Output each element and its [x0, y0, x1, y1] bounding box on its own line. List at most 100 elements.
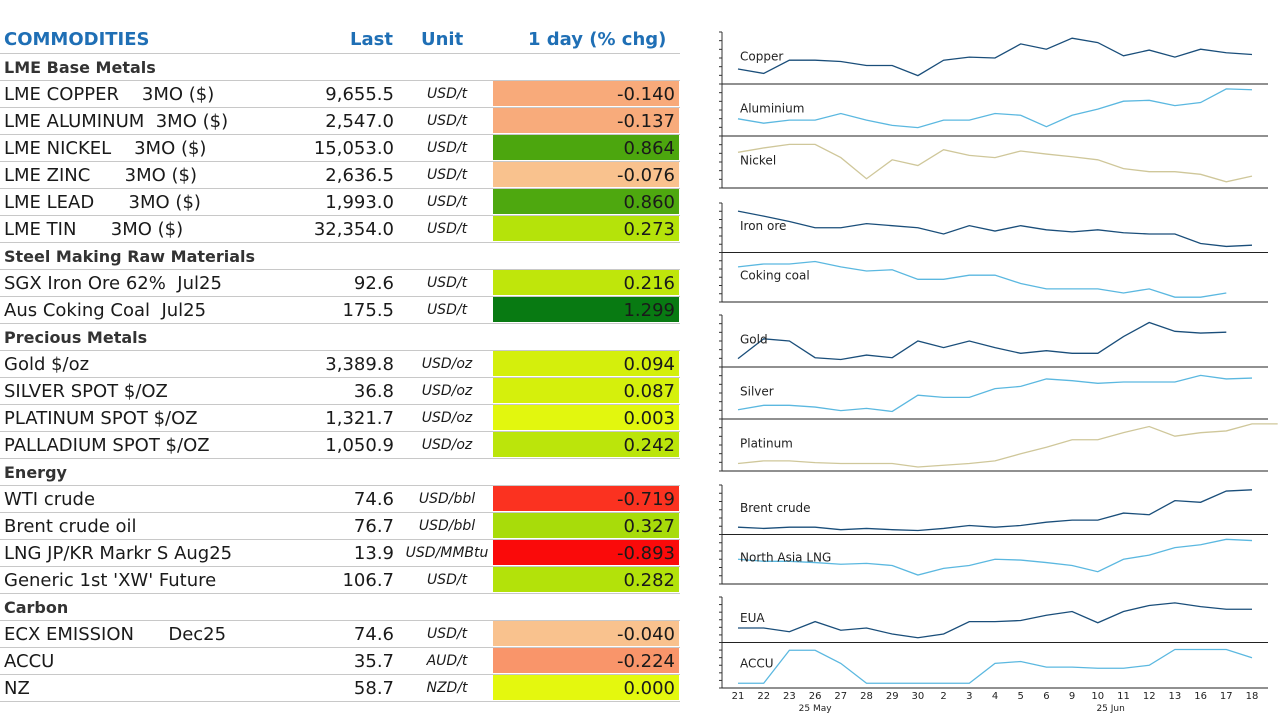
- series-label: Iron ore: [740, 219, 786, 233]
- unit: USD/oz: [421, 356, 473, 372]
- table-header: COMMODITIES Last Unit 1 day (% chg): [0, 27, 680, 54]
- month-label: 25 Jun: [1096, 704, 1124, 714]
- col-last: Last: [350, 29, 393, 50]
- change-cell: -0.140: [493, 81, 679, 106]
- commodity-name: ACCU: [4, 651, 55, 672]
- x-tick-label: 3: [966, 691, 972, 702]
- change-value: 0.864: [623, 138, 675, 159]
- col-unit: Unit: [421, 29, 464, 50]
- change-cell: -0.224: [493, 648, 679, 673]
- last-price: 15,053.0: [313, 138, 394, 159]
- series-line: [737, 37, 1253, 77]
- x-tick-label: 17: [1220, 691, 1233, 702]
- last-price: 2,636.5: [325, 165, 394, 186]
- change-value: 0.242: [623, 435, 675, 456]
- commodity-name: NZ: [4, 678, 30, 699]
- table-row: Generic 1st 'XW' Future 106.7 USD/t 0.282: [0, 567, 680, 594]
- series-line: [737, 143, 1253, 183]
- series-label: Copper: [740, 50, 783, 64]
- change-cell: 0.094: [493, 351, 679, 376]
- series-label: ACCU: [740, 657, 774, 671]
- commodity-name: Generic 1st 'XW' Future: [4, 570, 217, 591]
- table-row: LME COPPER 3MO ($) 9,655.5 USD/t -0.140: [0, 81, 680, 108]
- commodity-name: Gold $/oz: [4, 354, 90, 375]
- section-title: Precious Metals: [4, 328, 148, 347]
- change-cell: 0.860: [493, 189, 679, 214]
- table-row: WTI crude 74.6 USD/bbl -0.719: [0, 486, 680, 513]
- change-cell: 0.003: [493, 405, 679, 430]
- series-label: Aluminium: [740, 102, 804, 116]
- x-tick-label: 29: [886, 691, 899, 702]
- series-line: [737, 374, 1253, 413]
- table-row: SGX Iron Ore 62% Jul25 92.6 USD/t 0.216: [0, 270, 680, 297]
- unit: USD/t: [426, 302, 468, 318]
- commodity-name: PLATINUM SPOT $/OZ: [4, 408, 198, 429]
- unit: USD/t: [426, 626, 468, 642]
- series-label: EUA: [740, 611, 765, 625]
- unit: USD/t: [426, 113, 468, 129]
- change-value: 0.282: [623, 570, 675, 591]
- last-price: 1,050.9: [325, 435, 394, 456]
- series-line: [738, 648, 1253, 684]
- commodity-name: ECX EMISSION Dec25: [4, 624, 227, 645]
- change-value: 0.094: [623, 354, 675, 375]
- table-row: ACCU 35.7 AUD/t -0.224: [0, 648, 680, 675]
- change-value: 0.087: [623, 381, 675, 402]
- x-tick-label: 2: [940, 691, 946, 702]
- unit: AUD/t: [426, 653, 468, 669]
- x-tick-label: 22: [757, 691, 770, 702]
- change-cell: -0.040: [493, 621, 679, 646]
- commodity-name: LME ZINC 3MO ($): [4, 165, 198, 186]
- change-cell: 1.299: [493, 297, 679, 322]
- unit: NZD/t: [426, 680, 468, 696]
- x-tick-label: 11: [1117, 691, 1130, 702]
- section-title: Steel Making Raw Materials: [4, 247, 256, 266]
- title: COMMODITIES: [4, 29, 150, 50]
- series-label: Brent crude: [740, 501, 811, 515]
- change-value: 0.003: [623, 408, 675, 429]
- unit: USD/t: [426, 572, 468, 588]
- x-tick-label: 23: [783, 691, 796, 702]
- change-value: 0.327: [623, 516, 675, 537]
- commodity-name: LME NICKEL 3MO ($): [4, 138, 207, 159]
- series-line: [737, 321, 1227, 361]
- series-line: [738, 602, 1252, 639]
- table-row: LME ALUMINUM 3MO ($) 2,547.0 USD/t -0.137: [0, 108, 680, 135]
- change-value: -0.076: [616, 165, 675, 186]
- change-value: 0.273: [623, 219, 675, 240]
- unit: USD/t: [426, 221, 468, 237]
- unit: USD/t: [426, 86, 468, 102]
- table-row: LNG JP/KR Markr S Aug25 13.9 USD/MMBtu -0.8…: [0, 540, 680, 567]
- section-header: Carbon: [0, 594, 680, 621]
- change-value: 0.000: [623, 678, 675, 699]
- change-cell: -0.137: [493, 108, 679, 133]
- last-price: 1,993.0: [325, 192, 394, 213]
- x-tick-label: 6: [1043, 691, 1049, 702]
- x-tick-label: 16: [1194, 691, 1207, 702]
- table-row: LME TIN 3MO ($) 32,354.0 USD/t 0.273: [0, 216, 680, 243]
- change-value: 0.860: [623, 192, 675, 213]
- section-title: Carbon: [4, 598, 69, 617]
- last-price: 74.6: [353, 624, 394, 645]
- unit: USD/t: [426, 140, 468, 156]
- change-value: -0.719: [616, 489, 675, 510]
- sparkline-group: Brent crude North Asia LNG: [719, 484, 1268, 585]
- table-row: Aus Coking Coal Jul25 175.5 USD/t 1.299: [0, 297, 680, 324]
- change-cell: 0.282: [493, 567, 679, 592]
- commodity-name: Aus Coking Coal Jul25: [4, 300, 207, 321]
- series-label: Silver: [740, 385, 774, 399]
- change-value: -0.224: [616, 651, 675, 672]
- commodity-name: LME ALUMINUM 3MO ($): [4, 111, 229, 132]
- change-cell: 0.000: [493, 675, 679, 700]
- series-label: Gold: [740, 333, 768, 347]
- change-cell: -0.076: [493, 162, 679, 187]
- last-price: 1,321.7: [325, 408, 394, 429]
- change-cell: 0.864: [493, 135, 679, 160]
- x-tick-label: 9: [1069, 691, 1075, 702]
- change-cell: -0.719: [493, 486, 679, 511]
- last-price: 74.6: [353, 489, 394, 510]
- commodity-name: SGX Iron Ore 62% Jul25: [4, 273, 222, 294]
- unit: USD/bbl: [418, 518, 476, 534]
- last-price: 58.7: [353, 678, 394, 699]
- sparkline-panel: Copper Aluminium Nickel Iron ore Coking coal…: [719, 31, 1278, 714]
